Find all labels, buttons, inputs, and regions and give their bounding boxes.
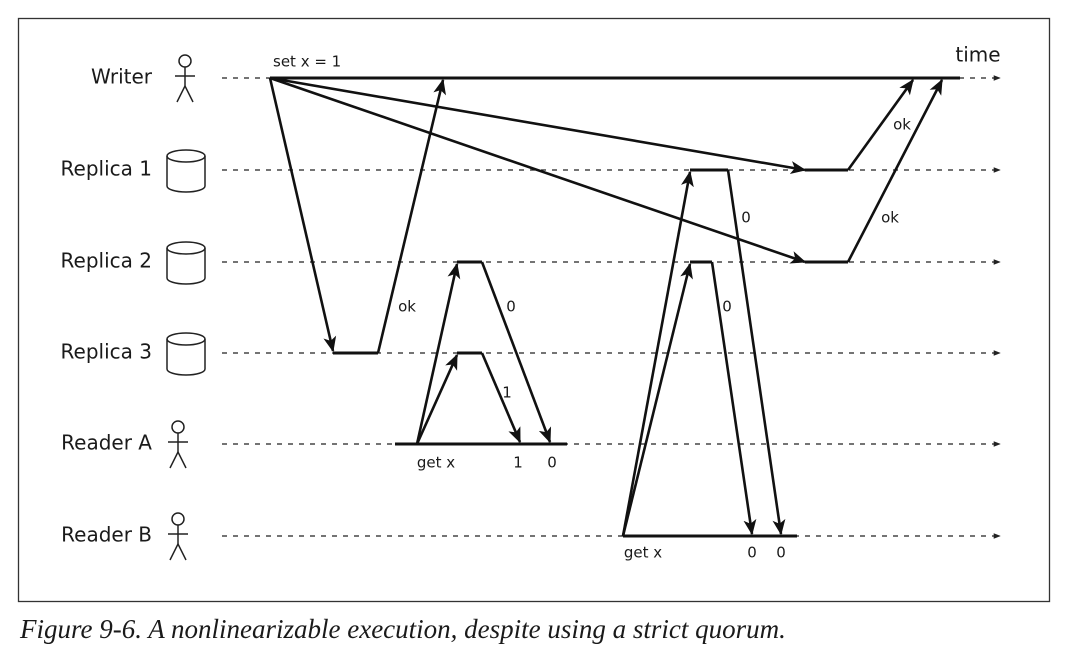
row-label: Replica 3 (61, 340, 152, 364)
message-label: 0 (722, 298, 732, 316)
result-label: 0 (547, 454, 557, 472)
timelines (222, 75, 1001, 539)
message-label: 0 (741, 209, 751, 227)
row-label: Writer (91, 65, 153, 89)
result-label: 1 (513, 454, 523, 472)
result-label: 0 (776, 544, 786, 562)
row-label: Reader B (61, 523, 152, 547)
row-label: Replica 1 (61, 157, 152, 181)
message-label: ok (398, 298, 416, 316)
time-label: time (955, 43, 1000, 67)
request-label: get x (417, 454, 455, 472)
row-label: Reader A (61, 431, 152, 455)
write-label: set x = 1 (273, 53, 341, 71)
activity (270, 76, 960, 538)
messages (268, 76, 944, 537)
row-label: Replica 2 (61, 249, 152, 273)
caption: Figure 9-6. A nonlinearizable execution,… (19, 614, 786, 644)
result-label: 0 (747, 544, 757, 562)
request-label: get x (624, 544, 662, 562)
frame (17, 17, 1051, 603)
icons (166, 54, 206, 561)
message-label: 0 (506, 298, 516, 316)
message-label: ok (881, 209, 899, 227)
message-label: ok (893, 116, 911, 134)
message-label: 1 (502, 384, 512, 402)
